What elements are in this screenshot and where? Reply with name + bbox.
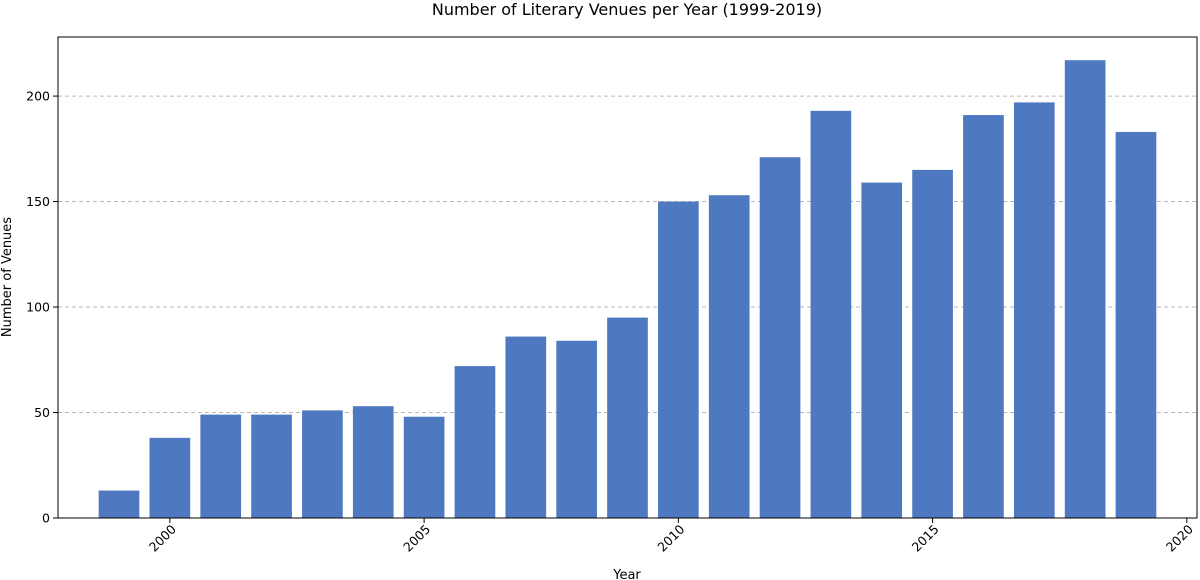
x-tick-label: 2020 [1163, 521, 1196, 554]
bar-2016 [963, 115, 1004, 519]
bar-2001 [200, 414, 242, 518]
y-tick-label: 200 [26, 89, 50, 104]
chart-title: Number of Literary Venues per Year (1999… [432, 0, 822, 19]
bar-2017 [1013, 102, 1055, 519]
bar-2018 [1064, 60, 1106, 518]
x-axis-label: Year [612, 568, 641, 580]
bar-2000 [149, 437, 191, 518]
bar-2004 [352, 406, 394, 518]
bar-2015 [912, 169, 953, 518]
y-tick-label: 100 [26, 300, 50, 315]
bar-2014 [861, 182, 903, 518]
x-tick-label: 2000 [146, 521, 179, 554]
y-axis-ticks: 0 50 100 150 200 [26, 89, 58, 526]
bar-2006 [454, 366, 496, 518]
y-tick-label: 50 [34, 405, 50, 420]
bar-2007 [505, 336, 547, 518]
bar-2005 [403, 416, 445, 518]
bar-2012 [759, 157, 801, 518]
x-tick-label: 2015 [909, 522, 942, 555]
bar-2010 [658, 201, 699, 519]
y-tick-label: 150 [26, 194, 50, 209]
bar-2008 [556, 340, 597, 518]
bar-1999 [98, 490, 140, 518]
x-axis-ticks: 2000 2005 2010 2015 2020 [146, 518, 1196, 555]
x-tick-label: 2005 [400, 522, 433, 555]
bar-2013 [810, 110, 852, 519]
bar-2003 [302, 410, 343, 518]
bar-2011 [708, 195, 750, 518]
bar-2002 [251, 414, 292, 518]
y-tick-label: 0 [42, 511, 50, 526]
plot-frame [57, 36, 1198, 519]
bar-2019 [1115, 131, 1157, 518]
x-tick-label: 2010 [654, 521, 687, 554]
bar-2009 [607, 317, 648, 518]
bars [98, 60, 1157, 519]
y-axis-label: Number of Venues [0, 217, 15, 337]
